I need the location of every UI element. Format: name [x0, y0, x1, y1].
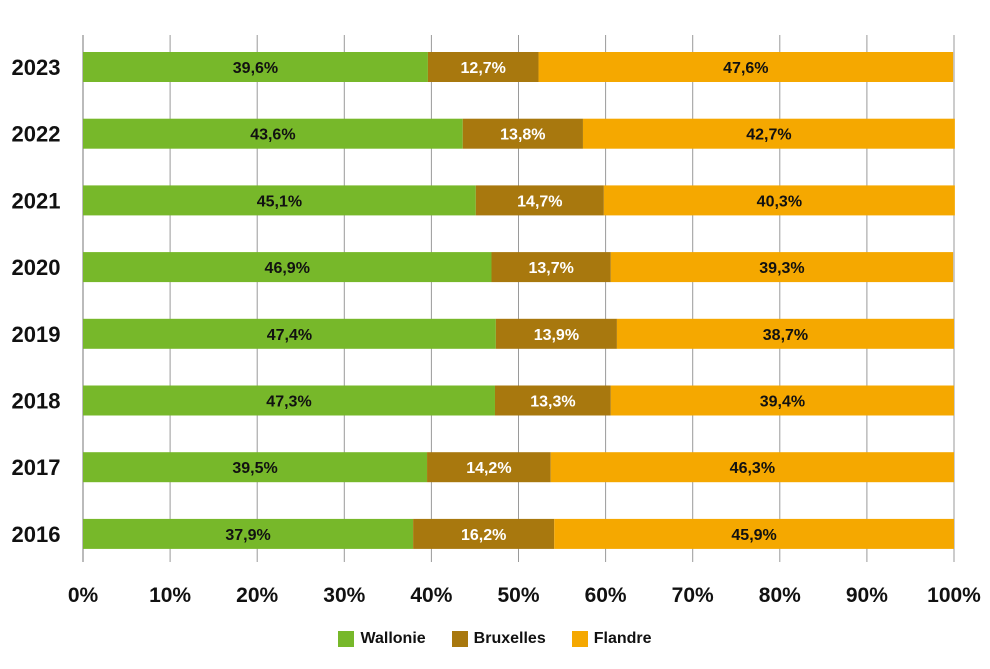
x-tick-label: 50% — [497, 584, 539, 607]
data-label: 43,6% — [250, 127, 295, 144]
legend-item-bruxelles: Bruxelles — [451, 630, 546, 648]
data-label: 13,7% — [528, 260, 573, 277]
y-tick-label: 2017 — [12, 455, 61, 480]
bar-segment — [83, 52, 428, 82]
bar-segment — [83, 452, 428, 483]
data-label: 39,6% — [233, 60, 278, 77]
bar-segment — [550, 452, 954, 483]
bar-segment — [475, 185, 604, 216]
y-tick-label: 2020 — [12, 255, 61, 280]
bar-segment — [413, 518, 555, 549]
x-tick-label: 30% — [323, 584, 365, 607]
data-label: 38,7% — [763, 327, 808, 344]
data-label: 16,2% — [461, 527, 506, 544]
x-tick-label: 20% — [236, 584, 278, 607]
x-tick-label: 90% — [846, 584, 888, 607]
bar-segment — [610, 385, 954, 416]
data-label: 47,6% — [723, 60, 768, 77]
data-label: 37,9% — [225, 527, 270, 544]
bar-segment — [610, 252, 954, 283]
x-tick-label: 0% — [68, 584, 99, 607]
legend: Wallonie Bruxelles Flandre — [0, 630, 990, 648]
x-tick-label: 70% — [672, 584, 714, 607]
legend-swatch-flandre — [571, 631, 588, 647]
legend-item-flandre: Flandre — [571, 630, 652, 648]
stacked-bar-chart: 39,6% 12,7% 47,6% 2023 43,6% 13,8% 42,7% 2022 45… — [12, 35, 981, 607]
data-label: 47,3% — [266, 394, 311, 411]
data-label: 14,7% — [517, 193, 562, 210]
data-label: 12,7% — [461, 60, 506, 77]
bar-segment — [582, 118, 955, 149]
bar-segment — [462, 118, 583, 149]
data-label: 14,2% — [466, 460, 511, 477]
legend-label-flandre: Flandre — [593, 630, 652, 647]
bar-segment — [538, 52, 954, 82]
data-label: 46,9% — [265, 260, 310, 277]
data-label: 13,8% — [500, 127, 545, 144]
bar-segment — [603, 185, 955, 216]
data-label: 40,3% — [757, 193, 802, 210]
y-tick-label: 2016 — [12, 522, 61, 547]
bar-segment — [427, 452, 551, 483]
bar-segment — [83, 518, 414, 549]
bar-segment — [427, 52, 539, 82]
x-tick-label: 10% — [149, 584, 191, 607]
legend-label-wallonie: Wallonie — [360, 630, 426, 647]
x-tick-label: 40% — [410, 584, 452, 607]
data-label: 46,3% — [730, 460, 775, 477]
legend-label-bruxelles: Bruxelles — [473, 630, 546, 647]
data-label: 13,3% — [530, 394, 575, 411]
data-label: 39,4% — [760, 394, 805, 411]
y-tick-label: 2019 — [12, 322, 61, 347]
data-label: 47,4% — [267, 327, 312, 344]
legend-swatch-wallonie — [338, 631, 355, 647]
data-label: 39,3% — [759, 260, 804, 277]
bar-segment — [83, 318, 496, 349]
bar-segment — [495, 318, 617, 349]
x-tick-label: 80% — [759, 584, 801, 607]
bar-segment — [83, 252, 492, 283]
bar-segment — [491, 252, 611, 283]
x-tick-label: 60% — [585, 584, 627, 607]
bar-segment — [494, 385, 611, 416]
data-label: 42,7% — [746, 127, 791, 144]
y-tick-label: 2021 — [12, 188, 61, 213]
legend-swatch-bruxelles — [451, 631, 468, 647]
data-label: 45,1% — [257, 193, 302, 210]
y-tick-label: 2023 — [12, 55, 61, 80]
y-tick-label: 2022 — [12, 122, 61, 147]
bar-segment — [83, 185, 476, 216]
bar-segment — [83, 118, 463, 149]
x-tick-label: 100% — [927, 584, 981, 607]
y-tick-label: 2018 — [12, 389, 61, 414]
legend-item-wallonie: Wallonie — [338, 630, 426, 648]
bar-segment — [554, 518, 954, 549]
bar-segment — [83, 385, 495, 416]
data-label: 13,9% — [534, 327, 579, 344]
data-label: 39,5% — [232, 460, 277, 477]
data-label: 45,9% — [731, 527, 776, 544]
bar-segment — [616, 318, 954, 349]
